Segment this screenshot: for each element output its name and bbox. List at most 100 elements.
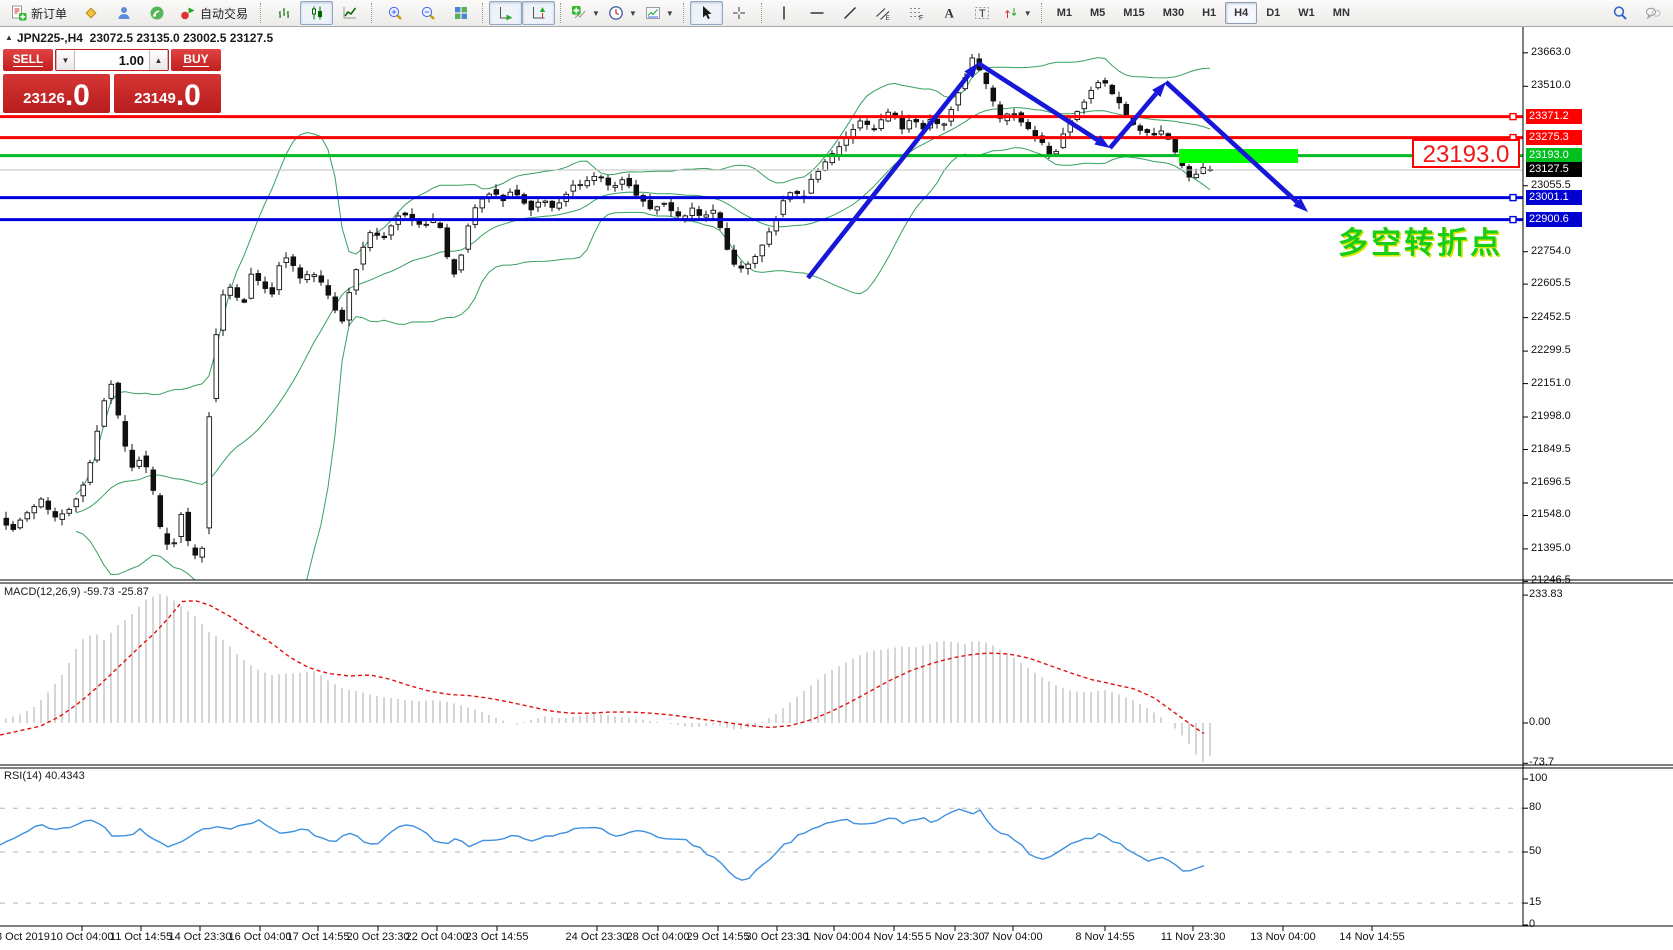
highlight-rectangle[interactable] <box>1179 149 1298 163</box>
timeframe-w1-button[interactable]: W1 <box>1298 7 1315 19</box>
signals-icon <box>149 5 165 21</box>
templates-button[interactable]: ▼ <box>641 1 678 25</box>
buy-price: 23149 <box>134 90 176 107</box>
timeframe-m1-button[interactable]: M1 <box>1056 7 1072 19</box>
cursor-icon <box>698 5 714 21</box>
macd-pane[interactable] <box>0 593 1211 763</box>
price-tick-label: 22605.5 <box>1531 277 1571 290</box>
candle-body <box>808 178 815 194</box>
cursor-button[interactable] <box>689 1 723 25</box>
arrows-dropdown-icon[interactable]: ▼ <box>1023 8 1032 18</box>
indicators-button[interactable]: ▼ <box>567 1 604 25</box>
level-line-handle[interactable] <box>1509 215 1517 224</box>
sell-button[interactable]: SELL <box>3 49 53 71</box>
candle-body <box>1060 133 1067 149</box>
vertical-line-button[interactable] <box>768 1 801 25</box>
buy-price-frac: .0 <box>175 79 201 112</box>
timeframe-mn-button[interactable]: MN <box>1332 7 1350 19</box>
price-tick-label: 22754.0 <box>1531 244 1571 257</box>
candle-body <box>584 180 591 187</box>
trend-arrow-line[interactable] <box>1108 91 1159 150</box>
rsi-tick-label: 80 <box>1529 801 1542 814</box>
timeframe-h1-button[interactable]: H1 <box>1202 7 1217 19</box>
crosshair-button[interactable] <box>723 1 756 25</box>
candle-body <box>472 207 479 225</box>
candle-body <box>374 232 381 236</box>
candle-body <box>199 547 206 558</box>
time-tick-label: 13 Nov 04:00 <box>1250 931 1316 943</box>
fibonacci-button[interactable]: F <box>900 1 933 25</box>
candle-body <box>213 334 220 400</box>
candle-chart-button[interactable] <box>300 1 334 25</box>
line-chart-button[interactable] <box>333 1 366 25</box>
zoom-in-button[interactable] <box>378 1 411 25</box>
candle-body <box>31 506 38 514</box>
trend-arrow-line[interactable] <box>976 61 1099 142</box>
timeframe-m30-button[interactable]: M30 <box>1162 7 1185 19</box>
rsi-pane[interactable] <box>0 807 1523 904</box>
periods-dropdown-icon[interactable]: ▼ <box>628 8 637 18</box>
candle-body <box>724 228 731 250</box>
volume-decrease-button[interactable]: ▼ <box>56 50 75 70</box>
rsi-label: RSI(14) 40.4343 <box>4 770 85 782</box>
candle-body <box>626 177 633 187</box>
level-line-handle[interactable] <box>1509 112 1517 121</box>
chart-window[interactable]: ▲ JPN225-,H4 23072.5 23135.0 23002.5 2312… <box>0 27 1673 950</box>
candle-chart-icon <box>309 5 325 21</box>
chat-button[interactable] <box>1636 1 1669 25</box>
time-tick-label: 8 Nov 14:55 <box>1075 931 1135 943</box>
periods-button[interactable]: ▼ <box>604 1 641 25</box>
chart-canvas[interactable] <box>0 27 1673 950</box>
text-button[interactable]: A <box>933 1 966 25</box>
time-tick-label: 4 Nov 14:55 <box>864 931 924 943</box>
chart-ohlc: 23072.5 23135.0 23002.5 23127.5 <box>89 31 274 45</box>
timeframe-m5-button[interactable]: M5 <box>1090 7 1106 19</box>
candle-body <box>815 170 822 180</box>
timeframe-h4-button[interactable]: H4 <box>1225 2 1258 24</box>
main-pane[interactable] <box>0 53 1523 640</box>
candle-body <box>122 421 129 447</box>
candle-body <box>185 511 192 542</box>
new-order-button[interactable]: 新订单 <box>4 1 74 25</box>
volume-input[interactable]: 1.00 <box>75 50 149 70</box>
trend-arrow-line[interactable] <box>1164 80 1299 204</box>
community-button[interactable] <box>107 1 140 25</box>
price-annotation-box[interactable]: 23193.0 <box>1412 139 1520 168</box>
rsi-tick-label: 50 <box>1529 845 1542 857</box>
turning-point-text[interactable]: 多空转折点 <box>1338 227 1503 260</box>
buy-button[interactable]: BUY <box>171 49 221 71</box>
text-label-button[interactable]: T <box>966 1 999 25</box>
trendline-button[interactable] <box>834 1 867 25</box>
indicators-dropdown-icon[interactable]: ▼ <box>592 8 600 18</box>
sell-price-box[interactable]: 23126.0 <box>3 74 110 113</box>
new-order-icon <box>11 5 27 21</box>
horizontal-line-icon <box>809 5 825 21</box>
equidistant-channel-button[interactable]: E <box>867 1 900 25</box>
zoom-out-button[interactable] <box>411 1 444 25</box>
time-tick-label: 29 Oct 14:55 <box>686 931 750 943</box>
candle-body <box>934 118 941 125</box>
buy-price-box[interactable]: 23149.0 <box>114 74 221 113</box>
search-button[interactable] <box>1603 1 1636 25</box>
timeframe-d1-button[interactable]: D1 <box>1266 7 1281 19</box>
level-line-handle[interactable] <box>1509 193 1517 202</box>
autotrading-button[interactable]: 自动交易 <box>173 1 255 25</box>
signals-button[interactable] <box>140 1 173 25</box>
tile-windows-button[interactable] <box>444 1 477 25</box>
horizontal-line-button[interactable] <box>801 1 834 25</box>
chart-shift-button[interactable] <box>522 1 556 25</box>
arrows-button[interactable]: ▼ <box>999 1 1036 25</box>
candle-body <box>73 498 80 508</box>
templates-dropdown-icon[interactable]: ▼ <box>665 8 674 18</box>
trend-arrow-line[interactable] <box>806 73 971 280</box>
market-button[interactable] <box>74 1 107 25</box>
arrows-icon <box>1003 5 1019 21</box>
candle-body <box>318 275 325 283</box>
bollinger-lower-band <box>75 147 1211 580</box>
time-tick-label: 5 Nov 23:30 <box>925 931 985 943</box>
timeframe-m15-button[interactable]: M15 <box>1123 7 1145 19</box>
collapse-icon[interactable]: ▲ <box>5 33 13 42</box>
bar-chart-button[interactable] <box>267 1 300 25</box>
auto-scroll-button[interactable] <box>489 1 523 25</box>
volume-increase-button[interactable]: ▲ <box>149 50 168 70</box>
